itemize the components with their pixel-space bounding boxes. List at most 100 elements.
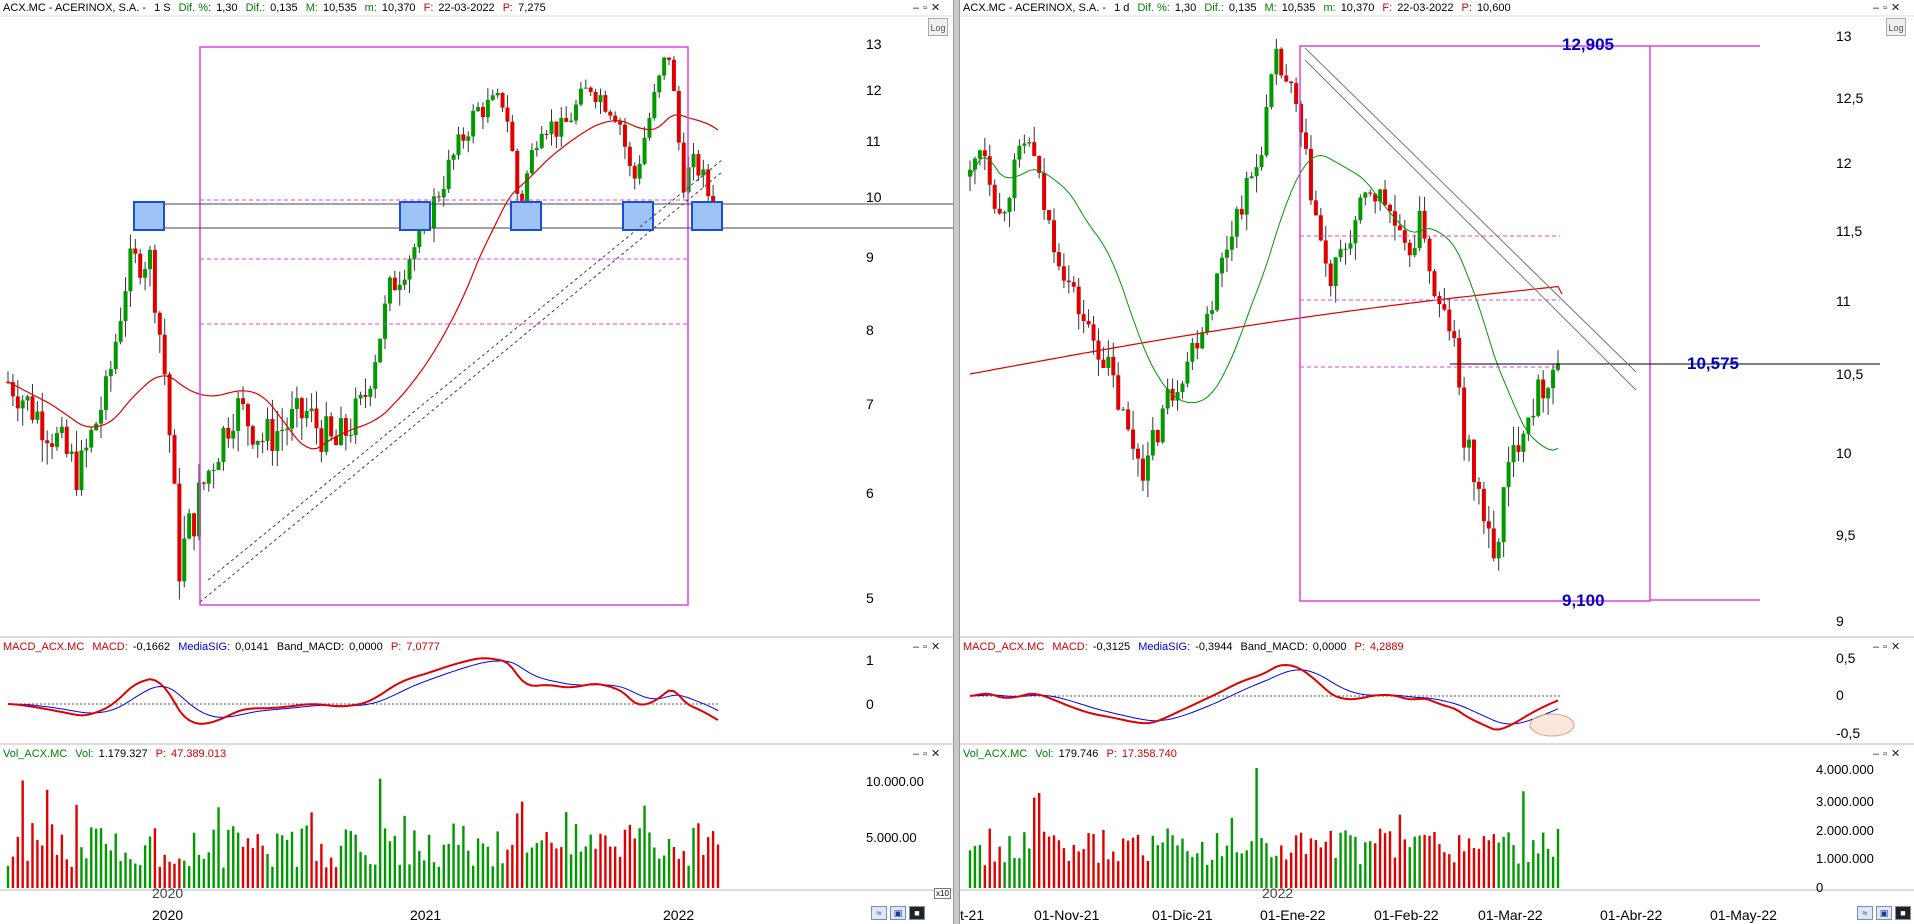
- candle-down: [1373, 193, 1378, 202]
- volume-bar: [403, 815, 406, 888]
- candle-up: [20, 400, 25, 409]
- macd-window-controls[interactable]: –▫✕: [913, 641, 945, 653]
- candle-up: [471, 110, 476, 137]
- save-icon[interactable]: ▣: [1876, 906, 1892, 920]
- candle-up: [35, 411, 40, 420]
- volume-bar: [1546, 848, 1550, 888]
- volume-bar: [555, 848, 558, 888]
- candle-up: [1417, 210, 1422, 249]
- volume-bar: [1126, 840, 1130, 888]
- window-controls[interactable]: –▫✕: [913, 2, 945, 14]
- moving-average-long: [969, 285, 1563, 375]
- macd-value: -0,1662: [132, 641, 171, 653]
- candle-up: [559, 117, 564, 137]
- volume-bar: [1383, 833, 1387, 888]
- candle-up: [456, 134, 461, 155]
- volume-bar: [1057, 840, 1061, 888]
- vol-p-label: P:: [155, 748, 167, 760]
- volume-bar: [506, 849, 509, 888]
- volume-bar: [271, 866, 274, 888]
- crosshair-icon[interactable]: ■: [1895, 906, 1911, 920]
- volume-bar: [134, 863, 137, 888]
- window-controls[interactable]: –▫✕: [1873, 2, 1905, 14]
- volume-bar: [227, 829, 230, 888]
- downtrend-line-upper: [1304, 47, 1637, 373]
- candle-up: [1338, 249, 1343, 258]
- candle-up: [1551, 369, 1556, 389]
- candle-down: [152, 249, 157, 313]
- candle-down: [1076, 286, 1081, 315]
- candle-down: [1071, 282, 1076, 287]
- candle-up: [525, 173, 530, 202]
- volume-bar: [21, 780, 24, 888]
- min-value: 10,370: [1340, 2, 1375, 14]
- candle-down: [1140, 458, 1145, 481]
- volume-bar: [1551, 856, 1555, 888]
- crosshair-icon[interactable]: ■: [909, 906, 925, 920]
- price-tick-label: 6: [866, 485, 874, 501]
- volume-bar: [1171, 835, 1174, 888]
- macd-tick-label: 0: [1836, 687, 1844, 703]
- volume-bar: [266, 853, 269, 888]
- candle-down: [1056, 252, 1061, 267]
- price-tick-label: 9: [866, 249, 874, 265]
- volume-bar: [599, 833, 602, 888]
- macd-window-controls[interactable]: –▫✕: [1873, 641, 1905, 653]
- volume-bar: [476, 838, 480, 888]
- macd-tick-label: 0,5: [1836, 650, 1856, 666]
- moving-average-short: [969, 154, 1559, 451]
- trend-channel-lower: [199, 171, 723, 603]
- dif-pct-label: Dif. %:: [178, 2, 212, 14]
- panel-divider[interactable]: [953, 0, 960, 924]
- volume-bar: [442, 844, 445, 888]
- volume-bar: [393, 835, 397, 888]
- sig-value: 0,0141: [235, 641, 269, 653]
- date-tick-label: 01-Ene-22: [1260, 907, 1326, 923]
- candle-up: [25, 396, 30, 401]
- candle-up: [1150, 430, 1155, 456]
- candle-down: [1279, 48, 1284, 76]
- volume-bar: [183, 860, 186, 888]
- candle-up: [368, 388, 373, 397]
- candle-up: [1121, 409, 1126, 411]
- candle-up: [383, 303, 388, 339]
- candle-down: [1239, 208, 1244, 215]
- macd-signal-line: [8, 660, 719, 718]
- candle-up: [59, 426, 64, 434]
- volume-tick-label: 5.000.00: [866, 830, 917, 845]
- volume-bar: [633, 838, 636, 888]
- candle-up: [1274, 48, 1279, 75]
- volume-bar: [520, 801, 524, 888]
- volume-bar: [594, 848, 597, 888]
- vol-window-controls[interactable]: –▫✕: [913, 748, 945, 760]
- zigzag-icon[interactable]: ≈: [871, 906, 887, 920]
- candle-down: [1442, 304, 1447, 310]
- highlight-box: [622, 201, 654, 231]
- daily-info-bar: ACX.MC - ACERINOX, S.A. - 1 d Dif. %: 1,3…: [960, 0, 1914, 16]
- candle-down: [15, 396, 20, 409]
- save-icon[interactable]: ▣: [890, 906, 906, 920]
- candle-up: [642, 137, 647, 164]
- candle-down: [603, 95, 608, 112]
- candle-down: [500, 92, 505, 108]
- candle-up: [1378, 189, 1383, 202]
- candle-up: [1249, 176, 1254, 178]
- log-scale-button[interactable]: Log: [1886, 18, 1906, 36]
- band-value: 0,0000: [1312, 641, 1347, 653]
- macd-p-value: 4,2889: [1369, 641, 1404, 653]
- volume-bar: [1339, 832, 1342, 888]
- volume-bar: [80, 847, 83, 888]
- highlight-box: [510, 201, 542, 231]
- macd-p-value: 7,0777: [406, 641, 440, 653]
- price-tick-label: 10: [866, 189, 882, 205]
- volume-bar: [320, 843, 323, 888]
- volume-bar: [325, 867, 328, 888]
- vol-window-controls[interactable]: –▫✕: [1873, 748, 1905, 760]
- zigzag-icon[interactable]: ≈: [1857, 906, 1873, 920]
- volume-tick-label: 4.000.000: [1816, 762, 1874, 777]
- candle-down: [1407, 242, 1412, 256]
- candle-down: [50, 443, 55, 447]
- price-label: P:: [1461, 2, 1472, 14]
- log-scale-button[interactable]: Log: [928, 18, 948, 36]
- candle-down: [505, 107, 510, 122]
